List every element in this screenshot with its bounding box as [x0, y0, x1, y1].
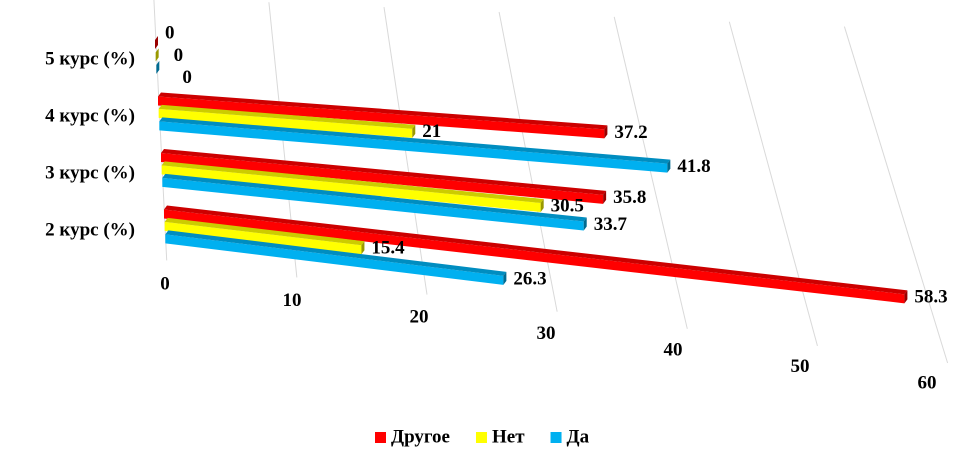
category-label: 4 курс (%)	[45, 105, 135, 126]
bar-face	[158, 108, 413, 138]
legend-swatch	[550, 432, 562, 443]
bar	[162, 173, 587, 231]
bar-face	[155, 48, 159, 62]
bar-face	[164, 205, 908, 295]
bar-face	[156, 60, 160, 74]
bar	[164, 217, 365, 255]
bar-face	[503, 271, 507, 285]
bar	[164, 205, 908, 304]
bar	[155, 48, 159, 62]
bar-face	[412, 124, 416, 138]
bar-face	[164, 209, 905, 304]
x-tick-label: 10	[283, 290, 302, 311]
bar	[161, 161, 544, 213]
value-label: 30.5	[551, 195, 584, 216]
bar-face	[165, 230, 507, 276]
bar-face	[904, 290, 908, 304]
legend-swatch	[375, 432, 386, 443]
bar-face	[540, 199, 544, 213]
bar-face	[161, 149, 607, 195]
value-label: 35.8	[613, 187, 646, 208]
bar-face	[604, 125, 608, 139]
x-tick-label: 0	[160, 273, 170, 294]
legend-label: Другое	[391, 426, 450, 447]
legend-label: Нет	[492, 426, 525, 447]
x-tick-label: 30	[537, 323, 556, 344]
x-tick-label: 40	[664, 339, 683, 360]
bar	[165, 230, 507, 285]
value-label: 0	[174, 45, 184, 66]
value-label: 33.7	[594, 214, 628, 235]
x-tick-label: 60	[918, 372, 937, 393]
bar-face	[159, 117, 671, 164]
bar-face	[158, 96, 605, 139]
bar-face	[162, 177, 584, 231]
bar	[156, 60, 160, 74]
bar	[158, 92, 608, 139]
bar-face	[159, 121, 668, 173]
value-label: 37.2	[614, 122, 647, 143]
grid-line	[843, 26, 949, 364]
value-label: 0	[165, 22, 175, 43]
x-tick-label: 50	[791, 356, 810, 377]
bar-face	[161, 165, 541, 213]
legend-label: Да	[567, 426, 590, 447]
bar-face	[667, 159, 671, 173]
value-label: 21	[422, 121, 441, 142]
value-label: 15.4	[371, 238, 405, 259]
bar-face	[161, 161, 544, 204]
bar-face	[583, 217, 587, 231]
bar	[155, 36, 158, 49]
bar-face	[165, 234, 504, 285]
bar-face	[164, 221, 362, 255]
bar-face	[603, 190, 607, 204]
value-label: 58.3	[914, 287, 947, 308]
bar	[159, 117, 671, 173]
bar	[158, 104, 416, 138]
category-label: 3 курс (%)	[45, 162, 135, 183]
bar-face	[164, 217, 365, 246]
grid-line	[728, 21, 818, 347]
bar-face	[162, 173, 587, 222]
category-label: 5 курс (%)	[45, 48, 135, 69]
grid-line	[613, 16, 688, 329]
value-label: 26.3	[513, 268, 546, 289]
bar-face	[161, 153, 604, 204]
x-tick-label: 20	[410, 306, 429, 327]
value-label: 0	[182, 67, 192, 88]
bar-face	[361, 241, 365, 255]
bar-face	[158, 92, 608, 130]
bar-face	[158, 104, 416, 129]
value-label: 41.8	[677, 156, 710, 177]
legend-swatch	[475, 432, 487, 443]
category-label: 2 курс (%)	[45, 219, 135, 240]
bar	[161, 149, 607, 204]
bar-face	[155, 36, 158, 49]
